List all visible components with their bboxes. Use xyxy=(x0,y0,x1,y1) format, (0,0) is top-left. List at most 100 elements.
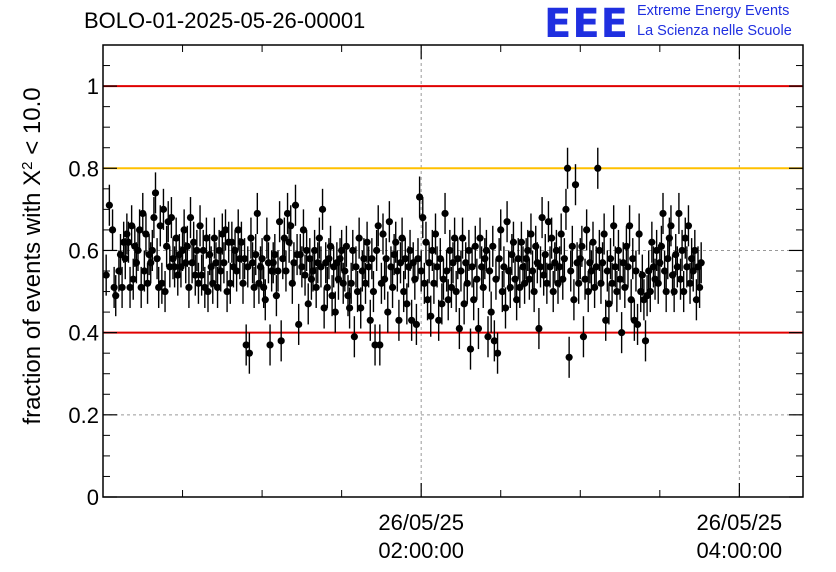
reference-lines xyxy=(103,85,803,334)
data-point xyxy=(535,324,543,333)
data-point xyxy=(288,279,296,287)
data-point xyxy=(470,296,478,304)
data-point xyxy=(489,242,497,250)
data-point xyxy=(291,201,300,209)
data-point xyxy=(422,238,430,246)
data-point xyxy=(602,316,610,324)
data-point xyxy=(190,238,198,246)
data-point xyxy=(439,275,448,283)
data-point xyxy=(296,250,304,259)
data-point xyxy=(500,263,508,271)
data-point xyxy=(516,283,524,292)
data-point xyxy=(341,267,349,275)
data-point xyxy=(102,271,110,279)
data-point xyxy=(625,222,634,230)
data-point xyxy=(613,287,621,296)
data-point xyxy=(520,279,529,287)
data-point xyxy=(590,283,599,292)
data-point xyxy=(233,267,241,275)
data-point xyxy=(597,279,605,287)
data-point xyxy=(646,287,654,296)
data-point xyxy=(116,250,125,259)
data-point xyxy=(132,259,141,267)
data-point xyxy=(388,283,397,292)
data-point xyxy=(272,292,281,300)
data-point xyxy=(546,263,554,271)
data-point xyxy=(261,296,269,304)
data-point xyxy=(269,259,277,267)
data-point xyxy=(170,263,179,271)
data-point xyxy=(363,238,371,246)
data-point xyxy=(365,263,373,271)
data-point xyxy=(454,255,462,263)
data-point xyxy=(678,246,686,255)
data-point xyxy=(250,283,258,292)
data-point xyxy=(147,259,155,267)
data-point xyxy=(513,296,521,304)
data-point xyxy=(199,246,207,255)
data-point xyxy=(662,287,670,296)
data-point xyxy=(325,255,333,263)
data-point xyxy=(654,279,662,287)
data-point xyxy=(220,259,228,267)
data-point xyxy=(485,267,494,275)
data-point xyxy=(191,271,199,279)
data-point xyxy=(443,267,451,275)
data-point xyxy=(581,275,589,283)
data-point xyxy=(473,275,481,283)
data-point xyxy=(568,242,576,250)
data-point xyxy=(665,234,673,242)
data-point xyxy=(684,222,693,230)
data-point xyxy=(350,333,358,341)
data-point xyxy=(492,275,500,283)
data-point xyxy=(495,255,503,263)
y-axis-label-suffix: < 10.0 xyxy=(19,87,46,161)
data-point xyxy=(194,279,203,287)
data-point xyxy=(393,267,401,275)
data-point xyxy=(326,242,335,250)
data-point xyxy=(315,234,323,242)
data-point xyxy=(153,255,161,263)
data-point xyxy=(514,255,522,263)
data-point xyxy=(129,275,137,283)
data-point xyxy=(392,238,400,246)
data-point xyxy=(415,193,424,201)
data-point xyxy=(239,279,247,287)
data-point xyxy=(544,218,553,226)
data-point xyxy=(653,246,661,255)
data-point xyxy=(328,292,336,300)
data-point xyxy=(108,226,117,234)
data-point xyxy=(608,279,616,287)
data-point xyxy=(369,287,378,296)
data-point xyxy=(252,250,260,259)
data-point xyxy=(506,283,514,292)
data-point xyxy=(134,246,142,255)
data-point xyxy=(411,275,419,283)
data-point xyxy=(287,222,295,230)
data-point xyxy=(524,246,532,255)
data-point xyxy=(336,255,344,263)
data-point xyxy=(274,267,282,275)
data-point xyxy=(401,255,409,263)
data-point xyxy=(193,246,201,255)
data-point xyxy=(353,287,362,296)
data-point xyxy=(528,267,537,275)
logo-subtitle-line2: La Scienza nelle Scuole xyxy=(637,23,792,39)
data-point xyxy=(240,255,249,263)
data-point xyxy=(497,226,505,234)
data-point xyxy=(150,213,158,222)
data-point xyxy=(619,259,627,267)
data-point xyxy=(670,287,678,296)
data-point xyxy=(338,246,346,255)
data-point xyxy=(355,234,363,242)
data-point xyxy=(697,259,705,267)
data-point xyxy=(611,263,619,271)
data-point xyxy=(180,226,188,234)
data-point xyxy=(450,234,459,242)
data-point xyxy=(627,296,635,304)
data-point xyxy=(161,287,169,296)
x-tick-label-time: 04:00:00 xyxy=(697,538,783,563)
data-point xyxy=(476,234,484,242)
data-point xyxy=(110,283,118,292)
data-point xyxy=(452,287,460,296)
